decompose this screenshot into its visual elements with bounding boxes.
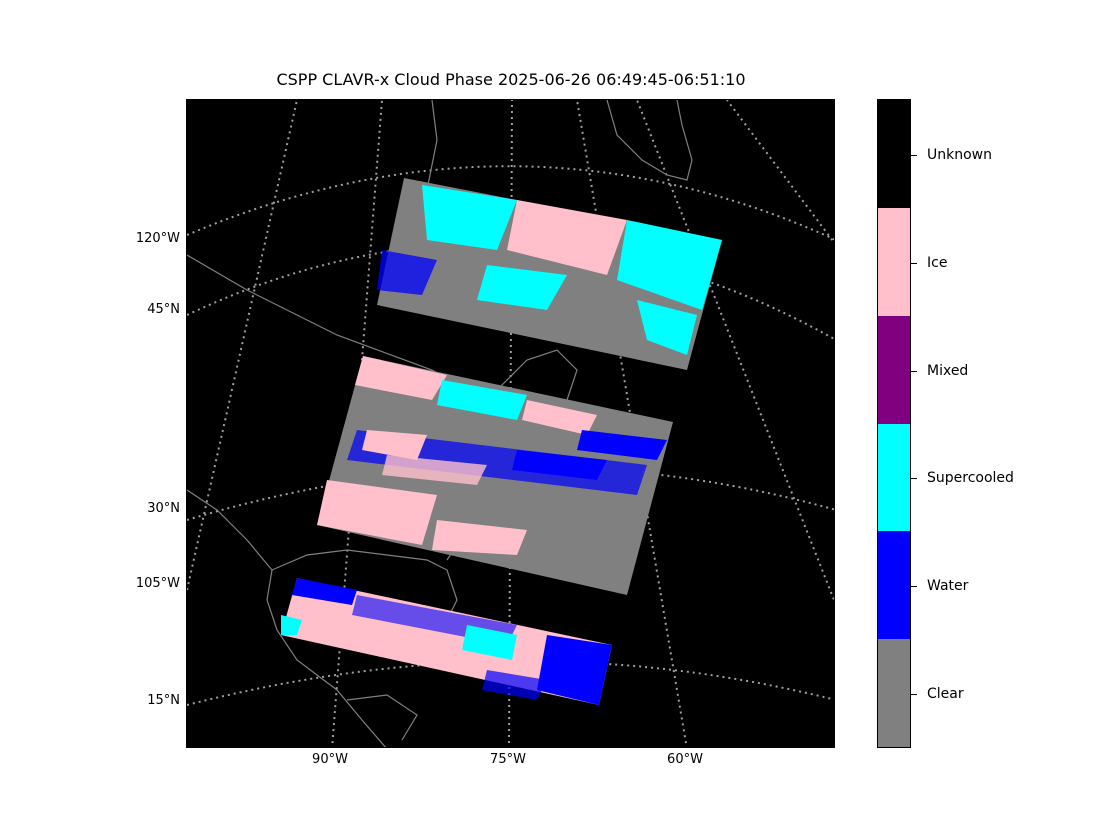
graticule-lon-105 [187,100,298,591]
map-area [186,99,835,748]
map-title: CSPP CLAVR-x Cloud Phase 2025-06-26 06:4… [276,70,746,89]
lat-label-15n: 15°N [147,693,180,708]
colorbar-tick [911,694,917,695]
coastline-greenland [606,100,693,181]
colorbar-tick [911,478,917,479]
lat-label-30n: 30°N [147,501,180,516]
legend-label-ice: Ice [927,255,948,271]
swath-north [377,178,722,370]
swath-south [281,578,612,705]
colorbar [877,99,911,748]
colorbar-tick [911,371,917,372]
graticule-lon-45 [636,100,834,603]
colorbar-segment-unknown [878,100,910,208]
legend-label-water: Water [927,578,969,594]
graticule-lon-60 [576,100,688,747]
map-canvas [187,100,834,747]
lon-label-90w: 90°W [312,752,348,767]
lat-label-45n: 45°N [147,302,180,317]
lat-label-105w: 105°W [135,576,180,591]
lon-label-60w: 60°W [667,752,703,767]
legend-label-mixed: Mixed [927,363,969,379]
graticule-lon-30 [726,100,834,245]
colorbar-segment-ice [878,208,910,316]
colorbar-segment-mixed [878,316,910,424]
coastline-mexico [187,489,387,747]
colorbar-tick [911,263,917,264]
colorbar-segment-water [878,531,910,639]
colorbar-segment-supercooled [878,424,910,531]
graticule-lat-60 [187,165,834,241]
legend-label-supercooled: Supercooled [927,470,1014,486]
colorbar-tick [911,586,917,587]
legend-label-unknown: Unknown [927,147,992,163]
colorbar-tick [911,155,917,156]
colorbar-segment-clear [878,639,910,747]
graticule-lat-30 [187,466,834,521]
graticule-lat-50 [187,242,834,341]
legend-label-clear: Clear [927,686,964,702]
lat-label-120w: 120°W [135,231,180,246]
coastline-gulf [271,549,458,621]
swath-middle [317,356,673,595]
coastline-yucatan [346,694,418,741]
lon-label-75w: 75°W [490,752,526,767]
